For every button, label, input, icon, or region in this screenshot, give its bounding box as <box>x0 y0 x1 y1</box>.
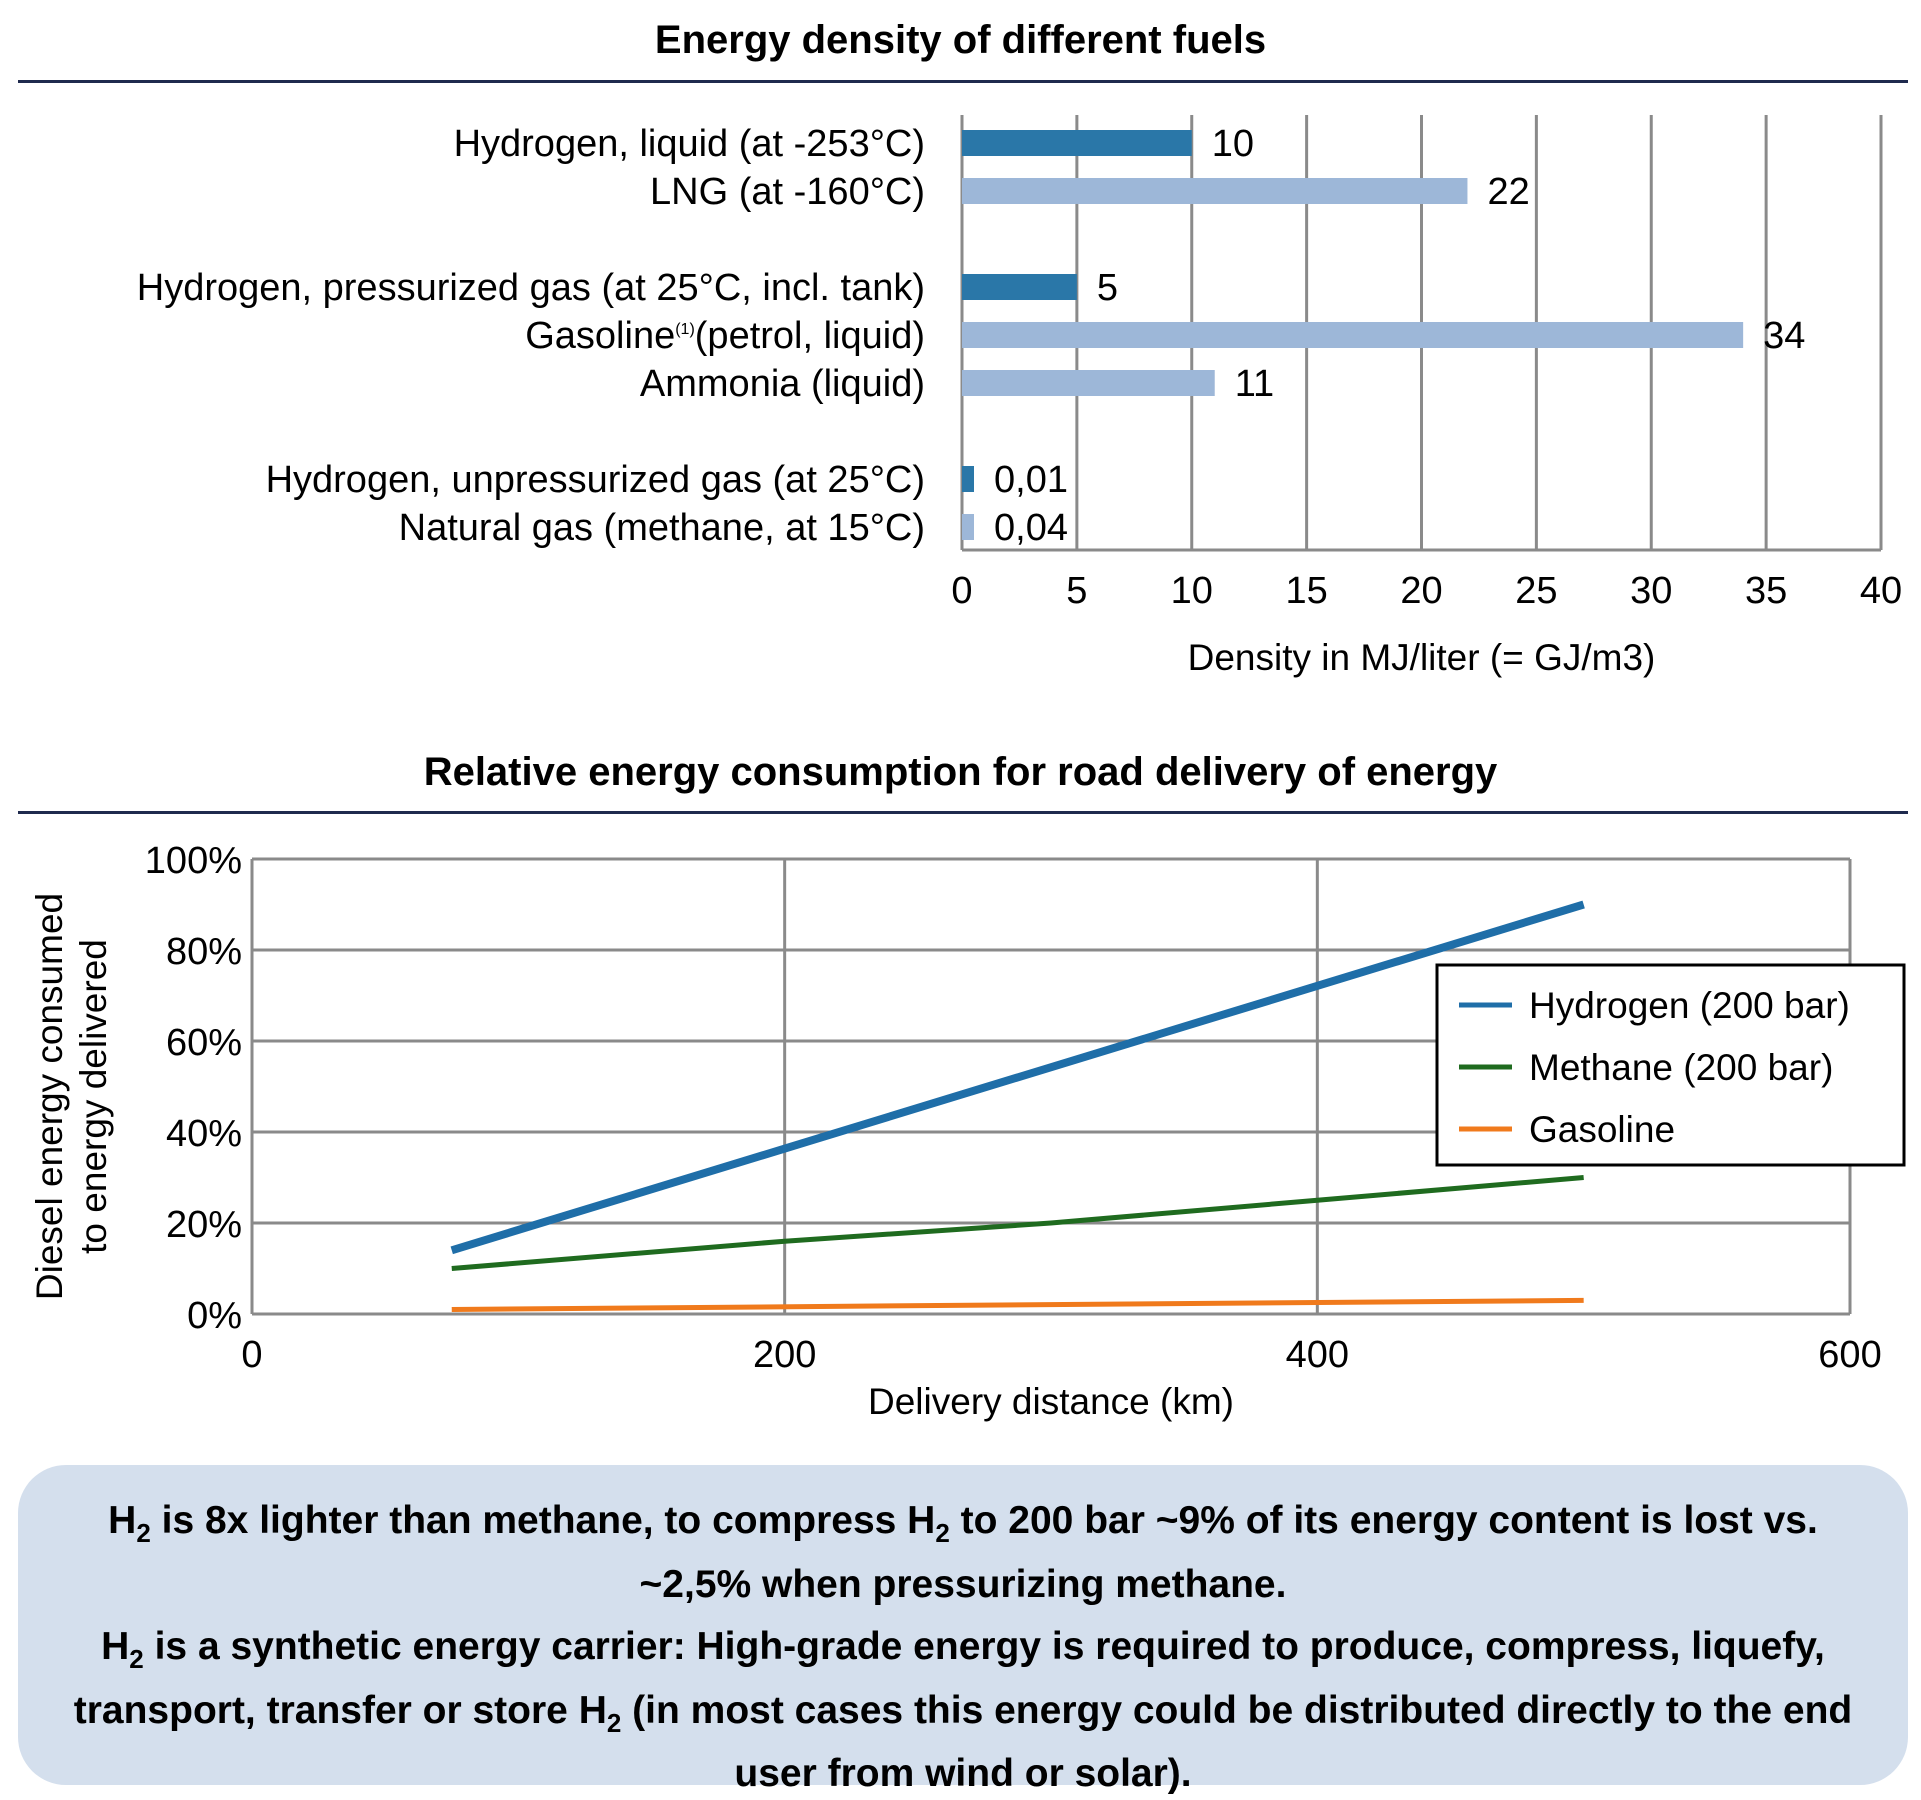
legend-label: Gasoline <box>1529 1109 1675 1150</box>
x-tick-label: 0 <box>241 1334 262 1376</box>
note-paragraph-2: H2 is a synthetic energy carrier: High-g… <box>73 1624 1853 1796</box>
bar <box>962 178 1468 204</box>
series-line <box>451 1297 1584 1312</box>
bar-value-label: 11 <box>1235 363 1274 405</box>
y-tick-label: 0% <box>187 1295 242 1337</box>
bar <box>962 370 1215 396</box>
chart-2-title: Relative energy consumption for road del… <box>423 750 1498 794</box>
x-tick-label: 30 <box>1630 570 1672 612</box>
note-paragraph-1: H2 is 8x lighter than methane, to compre… <box>108 1499 1818 1606</box>
y-tick-label: 100% <box>145 840 242 882</box>
category-label: Hydrogen, unpressurized gas (at 25°C) <box>266 459 925 501</box>
x-tick-label: 20 <box>1400 570 1442 612</box>
energy-density-bar-chart: 0 5 10 15 20 25 30 35 40 Density in MJ/liter (= G… <box>137 115 1902 678</box>
bar-value-label: 0,01 <box>994 459 1068 501</box>
bar-value-label: 10 <box>1212 123 1254 165</box>
y-axis-label: Diesel energy consumedto energy delivere… <box>29 893 114 1300</box>
bar-value-label: 5 <box>1097 267 1118 309</box>
x-axis-label: Delivery distance (km) <box>868 1381 1234 1422</box>
category-label: Natural gas (methane, at 15°C) <box>399 507 925 549</box>
legend-label: Hydrogen (200 bar) <box>1529 985 1850 1026</box>
y-tick-label: 80% <box>166 931 242 973</box>
bar <box>962 274 1077 300</box>
bar <box>962 514 974 540</box>
series-line <box>450 900 1585 1255</box>
y-tick-label: 20% <box>166 1204 242 1246</box>
bar <box>962 466 974 492</box>
x-tick-label: 0 <box>951 570 972 612</box>
category-label: LNG (at -160°C) <box>650 171 925 213</box>
y-tick-label: 40% <box>166 1113 242 1155</box>
bar-value-label: 0,04 <box>994 507 1068 549</box>
x-tick-label: 40 <box>1860 570 1902 612</box>
note-box: H2 is 8x lighter than methane, to compre… <box>18 1465 1908 1795</box>
chart-2-title-rule <box>18 811 1908 814</box>
x-tick-label: 35 <box>1745 570 1787 612</box>
chart-1-title-rule <box>18 80 1908 83</box>
x-tick-label: 25 <box>1515 570 1557 612</box>
x-tick-label: 15 <box>1285 570 1327 612</box>
x-tick-label: 10 <box>1171 570 1213 612</box>
x-tick-label: 600 <box>1818 1334 1881 1376</box>
x-tick-label: 5 <box>1066 570 1087 612</box>
x-tick-label: 200 <box>753 1334 816 1376</box>
legend-label: Methane (200 bar) <box>1529 1047 1833 1088</box>
category-label: Hydrogen, pressurized gas (at 25°C, incl… <box>137 267 925 309</box>
category-label: Hydrogen, liquid (at -253°C) <box>454 123 925 165</box>
delivery-energy-line-chart: 0 200 400 600 0% 20% 40% 60% 80% 100% Delivery dis… <box>29 840 1906 1422</box>
bar <box>962 322 1744 348</box>
bar <box>962 130 1192 156</box>
chart-1-title: Energy density of different fuels <box>654 18 1267 62</box>
y-tick-label: 60% <box>166 1022 242 1064</box>
legend-box <box>1435 963 1906 1167</box>
category-label: Gasoline(1)(petrol, liquid) <box>525 315 925 357</box>
x-axis-label: Density in MJ/liter (= GJ/m3) <box>1188 637 1656 678</box>
category-label: Ammonia (liquid) <box>640 363 925 405</box>
bar-value-label: 34 <box>1763 315 1805 357</box>
series-line <box>451 1175 1584 1271</box>
x-tick-label: 400 <box>1286 1334 1349 1376</box>
bar-value-label: 22 <box>1487 171 1529 213</box>
